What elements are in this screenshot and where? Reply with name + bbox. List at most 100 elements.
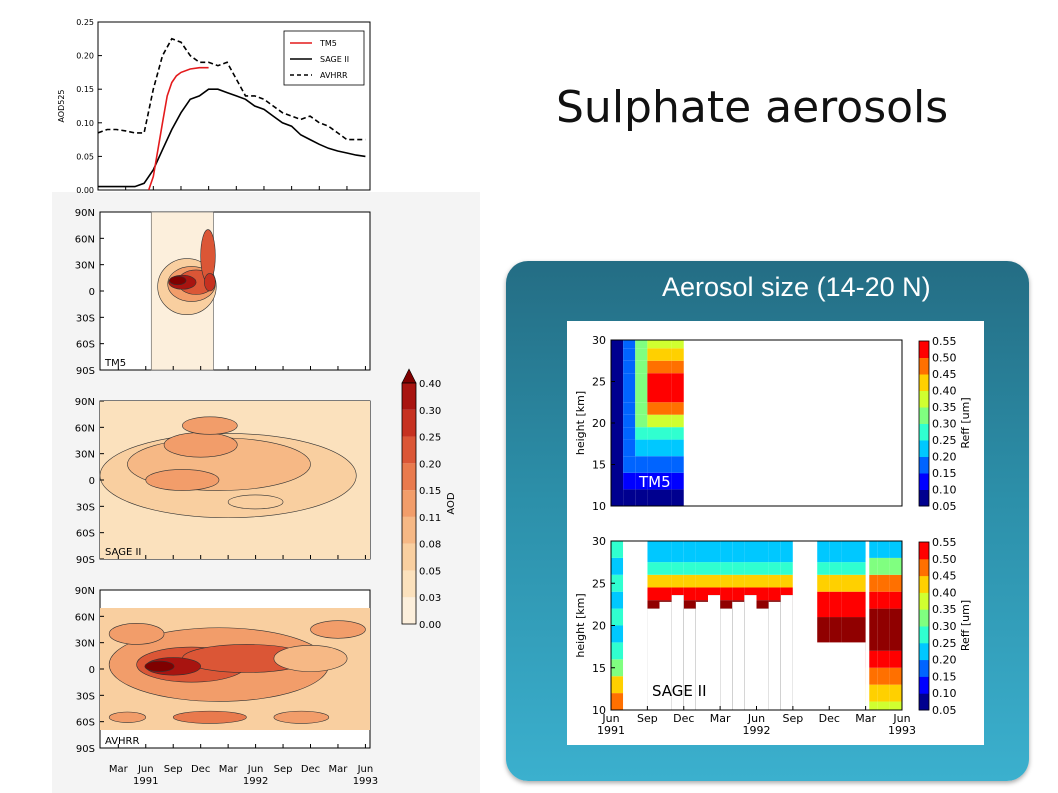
series-line-sage-ii [98, 88, 366, 188]
lat-tick-label: 60N [75, 423, 95, 434]
size-panel-label: SAGE II [652, 682, 707, 700]
reff-missing-data [792, 541, 818, 710]
height-tick-label: 15 [592, 459, 606, 472]
reff-cell [611, 659, 624, 677]
reff-cell [732, 587, 745, 601]
reff-cell [683, 574, 696, 588]
legend-box [283, 30, 365, 86]
reff-colorbar-segment [919, 407, 929, 424]
reff-cell [720, 574, 733, 588]
panel-label: SAGE II [105, 547, 141, 558]
reff-cell [889, 608, 902, 651]
reff-cell [889, 701, 902, 710]
size-month-tick-label: Jun [892, 712, 910, 725]
colorbar-tick-label: 0.05 [419, 566, 441, 577]
reff-colorbar-segment [919, 642, 929, 661]
reff-colorbar-tick-label: 0.30 [932, 620, 957, 633]
reff-cell [889, 574, 902, 592]
reff-cell [647, 456, 660, 473]
reff-cell [877, 557, 890, 575]
lat-tick-label: 90S [76, 744, 95, 755]
reff-cell [841, 591, 854, 618]
reff-cell [659, 587, 672, 601]
size-month-tick-label: Mar [855, 712, 876, 725]
reff-colorbar-segment [919, 374, 929, 391]
reff-cell [647, 373, 660, 403]
reff-cell [720, 587, 733, 601]
reff-cell [659, 439, 672, 457]
reff-cell [780, 574, 793, 588]
reff-missing-data [865, 541, 870, 710]
lat-tick-label: 60N [75, 612, 95, 623]
colorbar-tick-label: 0.00 [419, 620, 441, 631]
size-month-tick-label: Jun [601, 712, 619, 725]
reff-cell [623, 414, 636, 428]
colorbar-tick-label: 0.20 [419, 459, 441, 470]
reff-colorbar-tick-label: 0.05 [932, 704, 957, 717]
reff-cell [877, 591, 890, 609]
reff-cell [611, 557, 624, 575]
reff-cell [623, 360, 636, 374]
reff-colorbar-segment [919, 456, 929, 474]
reff-cell [708, 541, 721, 563]
reff-cell [768, 574, 781, 588]
size-year-tick-label: 1991 [597, 724, 625, 737]
colorbar-segment [402, 570, 416, 598]
reff-cell [744, 562, 757, 575]
reff-cell [623, 373, 636, 403]
size-month-tick-label: Dec [819, 712, 840, 725]
aod-contour [172, 710, 247, 724]
month-tick-label: Mar [219, 764, 239, 775]
reff-cell [877, 701, 890, 710]
reff-cell [853, 574, 866, 592]
lat-tick-label: 90N [75, 586, 95, 597]
reff-colorbar-label: Reff [um] [959, 600, 972, 651]
reff-cell [889, 541, 902, 558]
reff-colorbar-tick-label: 0.10 [932, 687, 957, 700]
reff-cell [671, 340, 684, 349]
reff-gap [671, 595, 684, 710]
reff-cell [659, 489, 672, 506]
reff-cell [659, 348, 672, 361]
reff-cell [659, 472, 672, 490]
reff-cell [853, 562, 866, 575]
lat-tick-label: 90N [75, 397, 95, 408]
reff-gap [768, 601, 781, 710]
reff-cell [647, 574, 660, 588]
reff-cell [611, 591, 624, 609]
reff-colorbar-tick-label: 0.15 [932, 670, 957, 683]
reff-gap [744, 595, 757, 710]
reff-colorbar-segment [919, 423, 929, 441]
y-tick-label: 0.25 [76, 18, 94, 27]
reff-cell [829, 541, 842, 563]
legend-entry: SAGE II [320, 55, 349, 64]
height-tick-label: 25 [592, 376, 606, 389]
slide-title: Sulphate aerosols [556, 82, 949, 133]
month-tick-label: Dec [301, 764, 320, 775]
height-tick-label: 30 [592, 334, 606, 347]
reff-cell [708, 574, 721, 588]
size-panel-label: TM5 [638, 473, 671, 491]
reff-cell [623, 427, 636, 440]
reff-cell [659, 427, 672, 440]
reff-colorbar-segment [919, 592, 929, 610]
aod-contour [145, 469, 220, 491]
colorbar-tick-label: 0.25 [419, 433, 441, 444]
reff-cell [732, 562, 745, 575]
height-tick-label: 30 [592, 535, 606, 548]
reff-cell [611, 608, 624, 626]
size-month-tick-label: Dec [673, 712, 694, 725]
reff-cell [635, 456, 648, 473]
reff-cell [841, 562, 854, 575]
size-month-tick-label: Mar [710, 712, 731, 725]
reff-cell [756, 587, 769, 601]
month-tick-label: Sep [274, 764, 293, 775]
reff-gap [780, 595, 793, 710]
reff-cell [853, 617, 866, 643]
reff-colorbar-segment [919, 626, 929, 644]
reff-colorbar-tick-label: 0.15 [932, 467, 957, 480]
reff-cell [877, 650, 890, 668]
reff-cell [635, 489, 648, 506]
reff-colorbar-segment [919, 473, 929, 490]
reff-gap [695, 601, 708, 710]
